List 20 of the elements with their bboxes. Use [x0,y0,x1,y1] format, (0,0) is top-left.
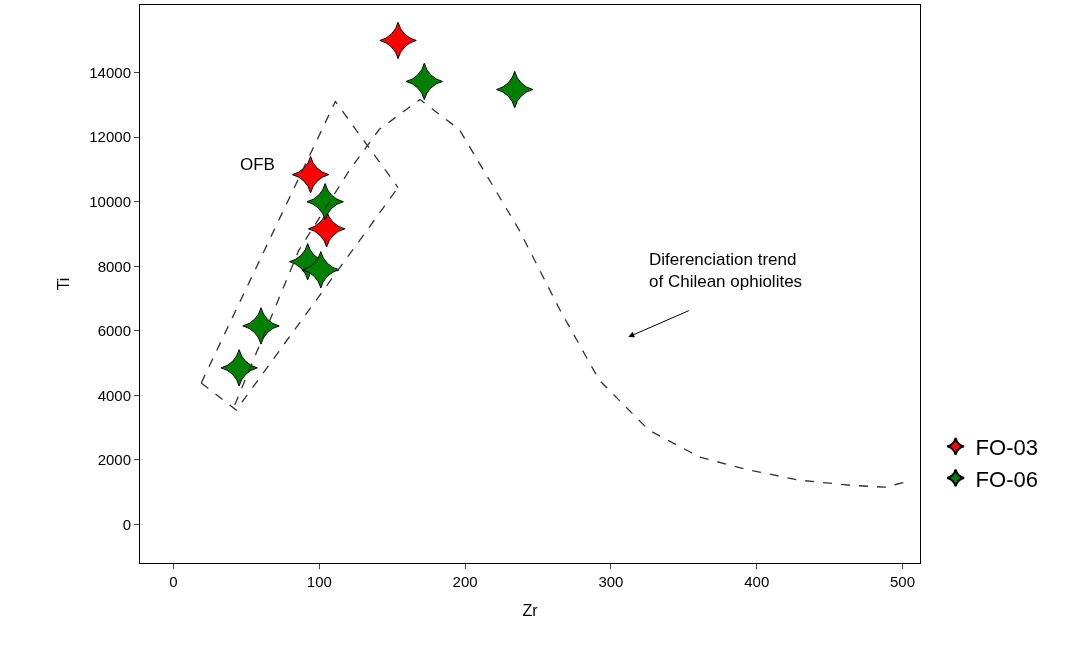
y-tick-label: 14000 [89,63,131,81]
x-tick-label: 100 [306,573,332,590]
annotation: Diferenciation trend of Chilean ophiolites [649,250,803,292]
y-tick-label: 6000 [97,322,131,340]
x-tick-label: 200 [452,573,478,590]
x-tick-label: 500 [889,573,916,590]
x-tick-label: 300 [598,573,624,590]
x-tick-label: 400 [744,573,770,590]
y-tick-label: 0 [122,515,131,533]
y-tick-label: 10000 [89,193,131,210]
y-axis-title: Ti [55,277,73,291]
annotation: OFB [240,155,275,174]
x-tick-label: 0 [169,573,178,590]
y-tick-label: 2000 [97,451,131,469]
legend-label: FO-06 [975,466,1038,492]
y-tick-label: 4000 [97,386,131,404]
y-tick-label: 8000 [97,257,131,275]
y-tick-label: 12000 [89,128,131,146]
x-axis-title: Zr [522,601,539,619]
legend-label: FO-03 [975,434,1038,460]
